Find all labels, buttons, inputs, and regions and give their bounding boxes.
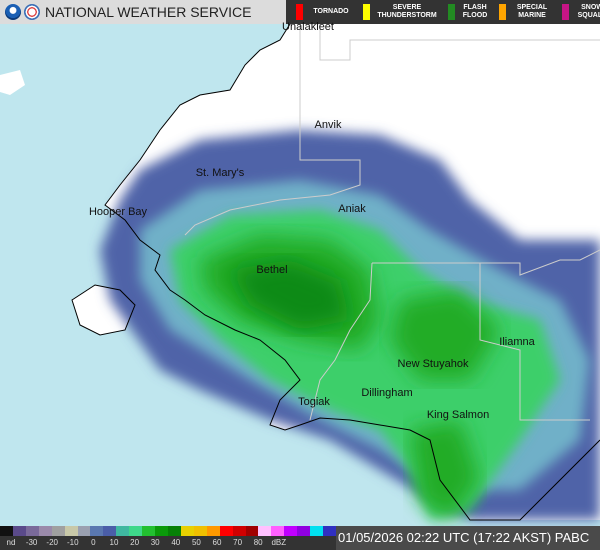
scale-tick-label: 60 [212,538,222,547]
city-label: Iliamna [499,336,535,348]
scale-swatch [90,526,104,536]
warning-swatch [296,4,303,20]
scale-swatch [245,526,259,536]
warning-label: SEVERE THUNDERSTORM [377,4,437,19]
timestamp: 01/05/2026 02:22 UTC (17:22 AKST) PABC [336,526,600,550]
warning-item: SPECIAL MARINE [489,0,552,24]
reflectivity-legend: nd -30 -20 -10 0 10 20 30 40 50 60 70 80 dBZ [0,526,337,550]
warning-swatch [363,4,370,20]
scale-tick-label: -10 [67,538,79,547]
scale-tick-label: 80 [253,538,263,547]
nws-logo-icon [24,4,40,20]
scale-tick-label: 10 [109,538,119,547]
scale-swatch [51,526,66,536]
warning-item: SEVERE THUNDERSTORM [353,0,438,24]
scale-swatch [38,526,53,536]
coastline [104,23,600,521]
scale-swatch [168,526,182,536]
scale-swatch [64,526,79,536]
scale-tick-label: -30 [25,538,38,547]
scale-tick-label: 70 [233,538,243,547]
nunivak-coast [71,284,136,336]
city-label: King Salmon [426,409,490,421]
noaa-logo-icon [5,4,21,20]
scale-swatch [129,526,143,536]
city-label: Anvik [314,119,342,131]
warning-label: SNOW SQUALL [577,4,600,19]
scale-tick-label: -20 [46,538,58,547]
warning-swatch [448,4,455,20]
scale-swatch [12,526,27,536]
scale-swatch [206,526,221,536]
scale-tick-label: 30 [150,538,160,547]
scale-swatch [103,526,117,536]
warning-swatch [499,4,506,20]
warning-item: SNOW SQUALL [552,0,600,24]
header-branding: NATIONAL WEATHER SERVICE [0,0,286,24]
warning-swatch [562,4,569,20]
header-title: NATIONAL WEATHER SERVICE [45,4,252,20]
scale-swatch [323,526,337,536]
city-label: Togiak [298,396,330,408]
city-label: Aniak [338,203,366,215]
scale-swatch [116,526,130,536]
scale-swatch [297,526,311,536]
scale-swatch [310,526,324,536]
scale-swatch [232,526,247,536]
land-peninsula-tip [0,70,25,95]
scale-swatch [193,526,208,536]
scale-tick-label: dBZ [271,538,287,547]
city-label: New Stuyahok [397,358,469,370]
scale-swatch [271,526,285,536]
color-scale [0,526,337,536]
scale-swatch [25,526,40,536]
scale-swatch [258,526,272,536]
scale-swatch [284,526,298,536]
radar-echoes [100,130,600,520]
city-label: Hooper Bay [88,206,148,218]
warning-label: FLASH FLOOD [462,4,488,19]
scale-tick-label: 0 [91,538,96,547]
warning-legend: TORNADO SEVERE THUNDERSTORM FLASH FLOOD SPE… [286,0,600,24]
scale-swatch [155,526,169,536]
scale-swatch [142,526,156,536]
warning-label: SPECIAL MARINE [516,4,548,19]
city-label: Dillingham [361,387,413,399]
warning-label: TORNADO [313,8,349,15]
city-label: Bethel [256,264,288,276]
scale-tick-label: 40 [171,538,181,547]
scale-swatch [180,526,195,536]
warning-item: FLASH FLOOD [438,0,489,24]
region-boundary [184,23,600,421]
scale-tick-label: 20 [130,538,140,547]
scale-tick-label: 50 [191,538,201,547]
scale-swatch [0,526,14,536]
city-label: Unalakleet [282,21,334,33]
scale-swatch [219,526,234,536]
scale-swatch [77,526,91,536]
city-label: St. Mary's [195,167,245,179]
scale-tick-label: nd [6,538,16,547]
warning-item: TORNADO [286,0,353,24]
